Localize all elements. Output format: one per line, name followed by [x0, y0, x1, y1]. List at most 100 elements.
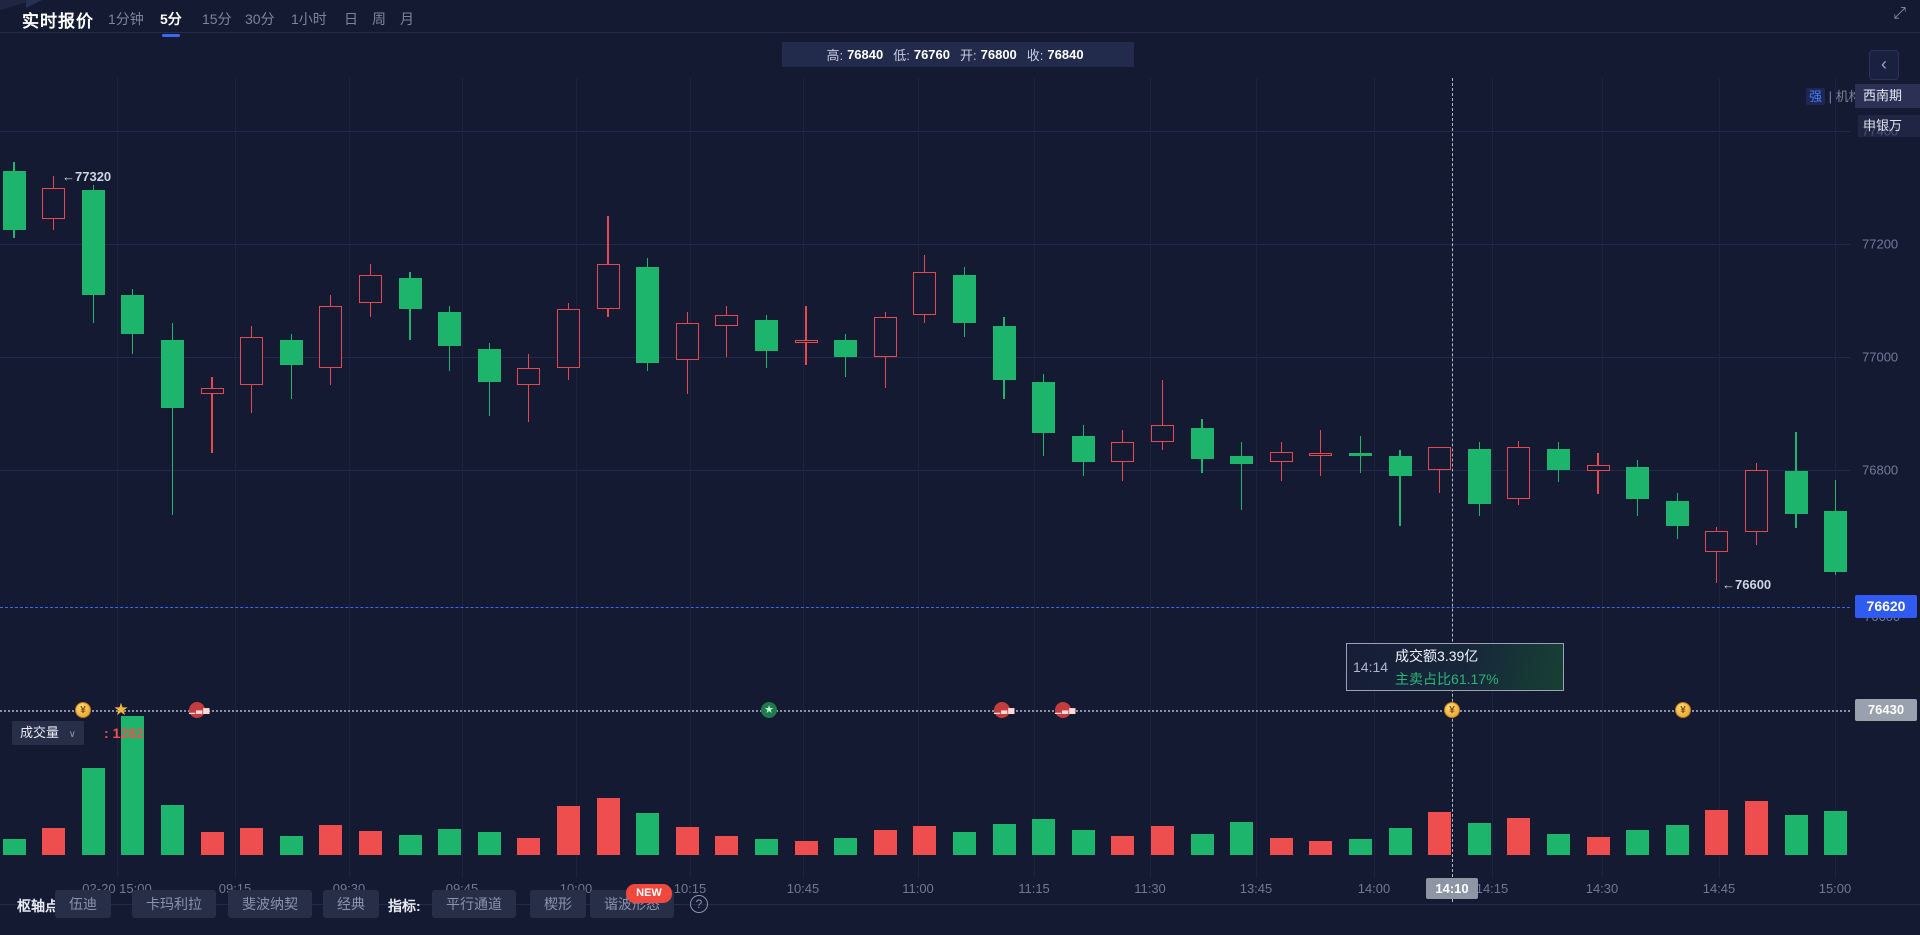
volume-bar [913, 825, 937, 855]
candle-wick [1320, 430, 1322, 476]
candle [477, 348, 501, 383]
candle [398, 277, 422, 309]
signal-marker-coin[interactable]: ¥ [1444, 702, 1460, 718]
volume-bar [81, 767, 105, 855]
volume-bar [240, 827, 264, 855]
candle [1626, 467, 1650, 500]
candle [2, 170, 26, 230]
volume-bar [1784, 815, 1808, 855]
collapse-panel-button[interactable]: ‹ [1869, 50, 1899, 80]
ohlc-value: 76840 [1047, 47, 1084, 62]
tab-15分[interactable]: 15分 [202, 11, 232, 27]
broker-badge-shenyinwan[interactable]: 申银万 [1858, 115, 1920, 137]
pivot-button-伍迪[interactable]: 伍迪 [55, 890, 111, 918]
current-price-line [0, 607, 1850, 608]
volume-bar [873, 829, 897, 855]
chevron-down-icon: ∨ [68, 729, 76, 740]
volume-bar [2, 838, 26, 855]
volume-bar [477, 831, 501, 855]
candle-wick [211, 376, 213, 454]
candle [1230, 455, 1254, 465]
candle [675, 323, 699, 360]
help-icon[interactable]: ? [690, 895, 708, 913]
volume-bar [1071, 829, 1095, 855]
new-badge: NEW [626, 884, 672, 903]
tab-1小时[interactable]: 1小时 [291, 11, 327, 27]
vertical-gridline [690, 78, 691, 878]
volume-bar [121, 715, 145, 855]
vertical-gridline [1835, 78, 1836, 878]
volume-bar [1309, 840, 1333, 855]
volume-bar [1705, 809, 1729, 855]
vertical-gridline [918, 78, 919, 878]
tooltip-time: 14:14 [1353, 659, 1389, 675]
signal-marker-star[interactable]: ★ [113, 700, 129, 719]
volume-bar [1032, 818, 1056, 855]
time-label-11:00: 11:00 [902, 881, 934, 896]
time-label-14:45: 14:45 [1702, 881, 1736, 896]
crosshair-time-badge: 14:10 [1426, 878, 1478, 899]
signal-marker-dot-red[interactable]: ▁▃▅ [1055, 702, 1075, 718]
tab-月[interactable]: 月 [400, 11, 414, 27]
candle [1546, 448, 1570, 470]
candle [1665, 501, 1689, 527]
tab-5分[interactable]: 5分 [160, 11, 182, 37]
tooltip-turnover: 成交额3.39亿 [1395, 647, 1479, 664]
tab-1分钟[interactable]: 1分钟 [108, 11, 144, 27]
candle-wick [1161, 379, 1164, 451]
volume-indicator-dropdown[interactable]: 成交量 ∨ [12, 721, 84, 745]
ohlc-label: 开: [960, 48, 977, 63]
vertical-gridline [235, 78, 236, 878]
candle [715, 314, 739, 326]
volume-current-value: : 1282 [103, 725, 144, 741]
signal-marker-chart-red[interactable]: ▁▃▅ [189, 702, 209, 718]
fullscreen-icon[interactable]: ⤢ [1893, 5, 1906, 22]
volume-bar [438, 828, 462, 855]
volume-bar [1546, 834, 1570, 855]
candle [556, 308, 580, 369]
volume-bar [517, 837, 541, 855]
horizontal-gridline [0, 357, 1850, 358]
pane-separator-line[interactable] [0, 710, 1850, 712]
ohlc-label: 收: [1026, 48, 1044, 63]
horizontal-gridline [0, 470, 1850, 471]
volume-bar [200, 831, 224, 855]
vertical-gridline [1256, 78, 1257, 878]
ohlc-label: 高: [826, 48, 844, 63]
candle [160, 340, 184, 408]
separator-value-badge: 76430 [1855, 699, 1917, 721]
time-label-15:00: 15:00 [1818, 881, 1852, 896]
candle [279, 340, 303, 366]
vertical-gridline [1602, 78, 1603, 878]
volume-bar [715, 836, 739, 855]
tab-30分[interactable]: 30分 [245, 11, 275, 27]
broker-badge-xinan[interactable]: 西南期 [1855, 84, 1920, 108]
ohlc-info-bar: 高: 76840 低: 76760 开: 76800 收: 76840 [782, 42, 1134, 67]
indicator-button-楔形[interactable]: 楔形 [530, 890, 586, 918]
candle [517, 368, 541, 386]
pivot-button-卡玛利拉[interactable]: 卡玛利拉 [132, 890, 216, 918]
candle [1705, 531, 1729, 552]
candle-wick [1280, 441, 1282, 482]
high-price-annotation: ←77320 [62, 169, 111, 184]
signal-marker-coin[interactable]: ¥ [1675, 702, 1691, 718]
volume-bar [1348, 838, 1372, 855]
pivot-button-斐波纳契[interactable]: 斐波纳契 [228, 890, 312, 918]
strength-institution-row[interactable]: 强 | 机构 [1806, 86, 1862, 105]
signal-marker-dot-red[interactable]: ▁▃▅ [994, 702, 1014, 718]
drawing-toolbar: 枢轴点: 指标: 伍迪 卡玛利拉 斐波纳契 经典 平行通道 楔形 谐波形态 NEW ? [0, 876, 1920, 935]
pivot-label: 枢轴点: [17, 898, 64, 914]
tab-日[interactable]: 日 [344, 11, 358, 27]
indicator-label: 指标: [388, 898, 421, 914]
indicator-button-平行通道[interactable]: 平行通道 [432, 890, 516, 918]
candle [1744, 470, 1768, 533]
candle [1467, 448, 1491, 504]
time-label-10:45: 10:45 [786, 881, 820, 896]
signal-marker-coin[interactable]: ¥ [75, 702, 91, 718]
time-label-14:00: 14:00 [1357, 881, 1391, 896]
pivot-button-经典[interactable]: 经典 [323, 890, 379, 918]
tab-周[interactable]: 周 [372, 11, 386, 27]
candle-wick [1399, 450, 1401, 527]
signal-marker-star-green[interactable]: ★ [761, 702, 777, 718]
high-annotation-text: ←77320 [62, 169, 112, 184]
